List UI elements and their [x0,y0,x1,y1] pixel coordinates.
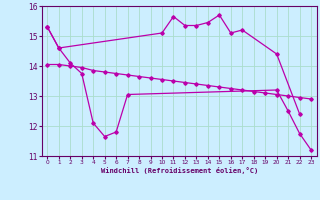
X-axis label: Windchill (Refroidissement éolien,°C): Windchill (Refroidissement éolien,°C) [100,167,258,174]
